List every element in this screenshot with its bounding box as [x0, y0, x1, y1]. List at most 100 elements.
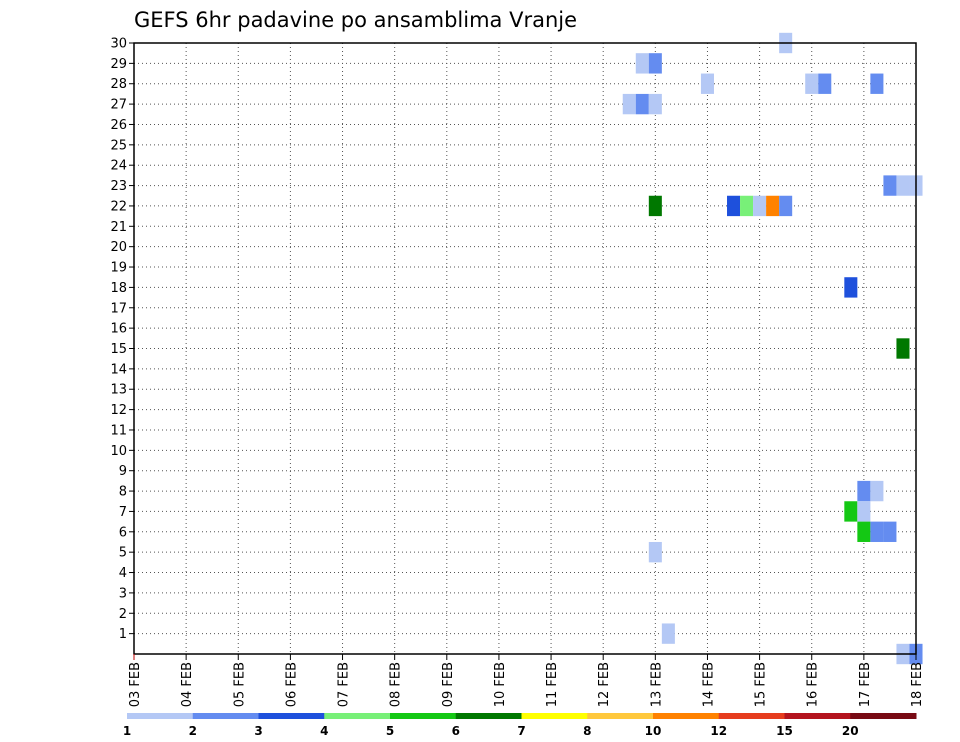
x-tick-label: 05 FEB [232, 662, 247, 707]
x-tick-label: 08 FEB [389, 662, 404, 707]
precip-cell [857, 480, 871, 502]
x-tick-label: 06 FEB [284, 662, 299, 707]
y-tick-label: 8 [119, 485, 127, 500]
precip-cell [896, 175, 910, 196]
precip-cell [844, 501, 858, 522]
precip-cell [661, 623, 675, 644]
colorbar-label: 5 [386, 724, 394, 738]
x-tick-label: 10 FEB [493, 662, 508, 707]
y-tick-label: 20 [110, 240, 127, 255]
colorbar-segment [784, 713, 851, 719]
y-tick-label: 28 [110, 77, 127, 92]
precip-cell [870, 480, 884, 502]
precip-cell [753, 195, 767, 217]
precip-cell [844, 277, 858, 298]
y-tick-label: 4 [119, 566, 127, 581]
x-tick-label: 16 FEB [806, 662, 821, 707]
y-tick-label: 12 [110, 403, 127, 418]
y-tick-label: 9 [119, 464, 127, 479]
colorbar-segment [653, 713, 720, 719]
colorbar-label: 6 [452, 724, 460, 738]
colorbar-label: 15 [776, 724, 793, 738]
colorbar-label: 4 [320, 724, 328, 738]
y-tick-label: 6 [119, 525, 127, 540]
x-tick-label: 03 FEB [128, 662, 143, 707]
colorbar-segment [192, 713, 259, 719]
precip-cell [870, 73, 884, 94]
precip-cell [648, 53, 662, 74]
colorbar-segment [455, 713, 522, 719]
x-tick-label: 07 FEB [337, 662, 352, 707]
y-tick-label: 23 [110, 179, 127, 194]
colorbar-label: 2 [189, 724, 197, 738]
y-tick-label: 17 [110, 301, 127, 316]
colorbar-segment [258, 713, 325, 719]
precip-cell [883, 175, 897, 196]
colorbar-label: 8 [583, 724, 591, 738]
precip-cell [818, 73, 832, 94]
y-tick-label: 10 [110, 444, 127, 459]
colorbar-segment [324, 713, 391, 719]
colorbar-label: 10 [645, 724, 662, 738]
precip-cell [635, 53, 649, 74]
y-tick-label: 22 [110, 199, 127, 214]
y-tick-label: 26 [110, 118, 127, 133]
y-tick-label: 15 [110, 342, 127, 357]
y-tick-label: 13 [110, 383, 127, 398]
y-tick-label: 14 [110, 362, 127, 377]
x-tick-label: 15 FEB [754, 662, 769, 707]
colorbar-segment [850, 713, 917, 719]
x-tick-label: 14 FEB [701, 662, 716, 707]
x-tick-label: 13 FEB [649, 662, 664, 707]
precip-cell [857, 521, 871, 542]
colorbar-label: 1 [123, 724, 131, 738]
precip-cell [805, 73, 819, 94]
y-tick-label: 5 [119, 546, 127, 561]
x-tick-label: 11 FEB [545, 662, 560, 707]
y-tick-label: 25 [110, 138, 127, 153]
colorbar-segment [587, 713, 654, 719]
y-tick-label: 30 [110, 37, 127, 52]
precip-cell [648, 93, 662, 115]
y-tick-label: 11 [110, 423, 127, 438]
y-tick-label: 7 [119, 505, 127, 520]
precip-cell [870, 521, 884, 542]
precip-cell [622, 93, 636, 115]
colorbar-label: 3 [254, 724, 262, 738]
y-tick-label: 21 [110, 220, 127, 235]
colorbar-segment [390, 713, 457, 719]
x-tick-label: 09 FEB [441, 662, 456, 707]
x-tick-label: 17 FEB [858, 662, 873, 707]
x-tick-label: 18 FEB [910, 662, 925, 707]
y-tick-label: 29 [110, 57, 127, 72]
y-tick-label: 27 [110, 98, 127, 113]
colorbar-segment [718, 713, 785, 719]
y-tick-label: 24 [110, 159, 127, 174]
colorbar-label: 12 [710, 724, 727, 738]
chart-title: GEFS 6hr padavine po ansamblima Vranje [134, 8, 577, 32]
precip-cell [766, 195, 780, 217]
colorbar-segment [521, 713, 588, 719]
precip-cell [883, 521, 897, 542]
y-tick-label: 18 [110, 281, 127, 296]
precip-cell [635, 93, 649, 115]
precip-cell [648, 195, 662, 217]
precip-cell [727, 195, 741, 217]
precip-cell [779, 195, 793, 217]
y-tick-label: 1 [119, 627, 127, 642]
colorbar-label: 7 [517, 724, 525, 738]
precip-cell [700, 73, 714, 94]
y-tick-label: 19 [110, 261, 127, 276]
x-tick-label: 04 FEB [180, 662, 195, 707]
precip-cell [896, 338, 910, 359]
colorbar-label: 20 [842, 724, 859, 738]
precip-cell [857, 501, 871, 522]
precip-cell [740, 195, 754, 217]
y-tick-label: 2 [119, 607, 127, 622]
precip-cell [648, 541, 662, 563]
x-tick-label: 12 FEB [597, 662, 612, 707]
y-tick-label: 3 [119, 586, 127, 601]
colorbar-segment [127, 713, 194, 719]
